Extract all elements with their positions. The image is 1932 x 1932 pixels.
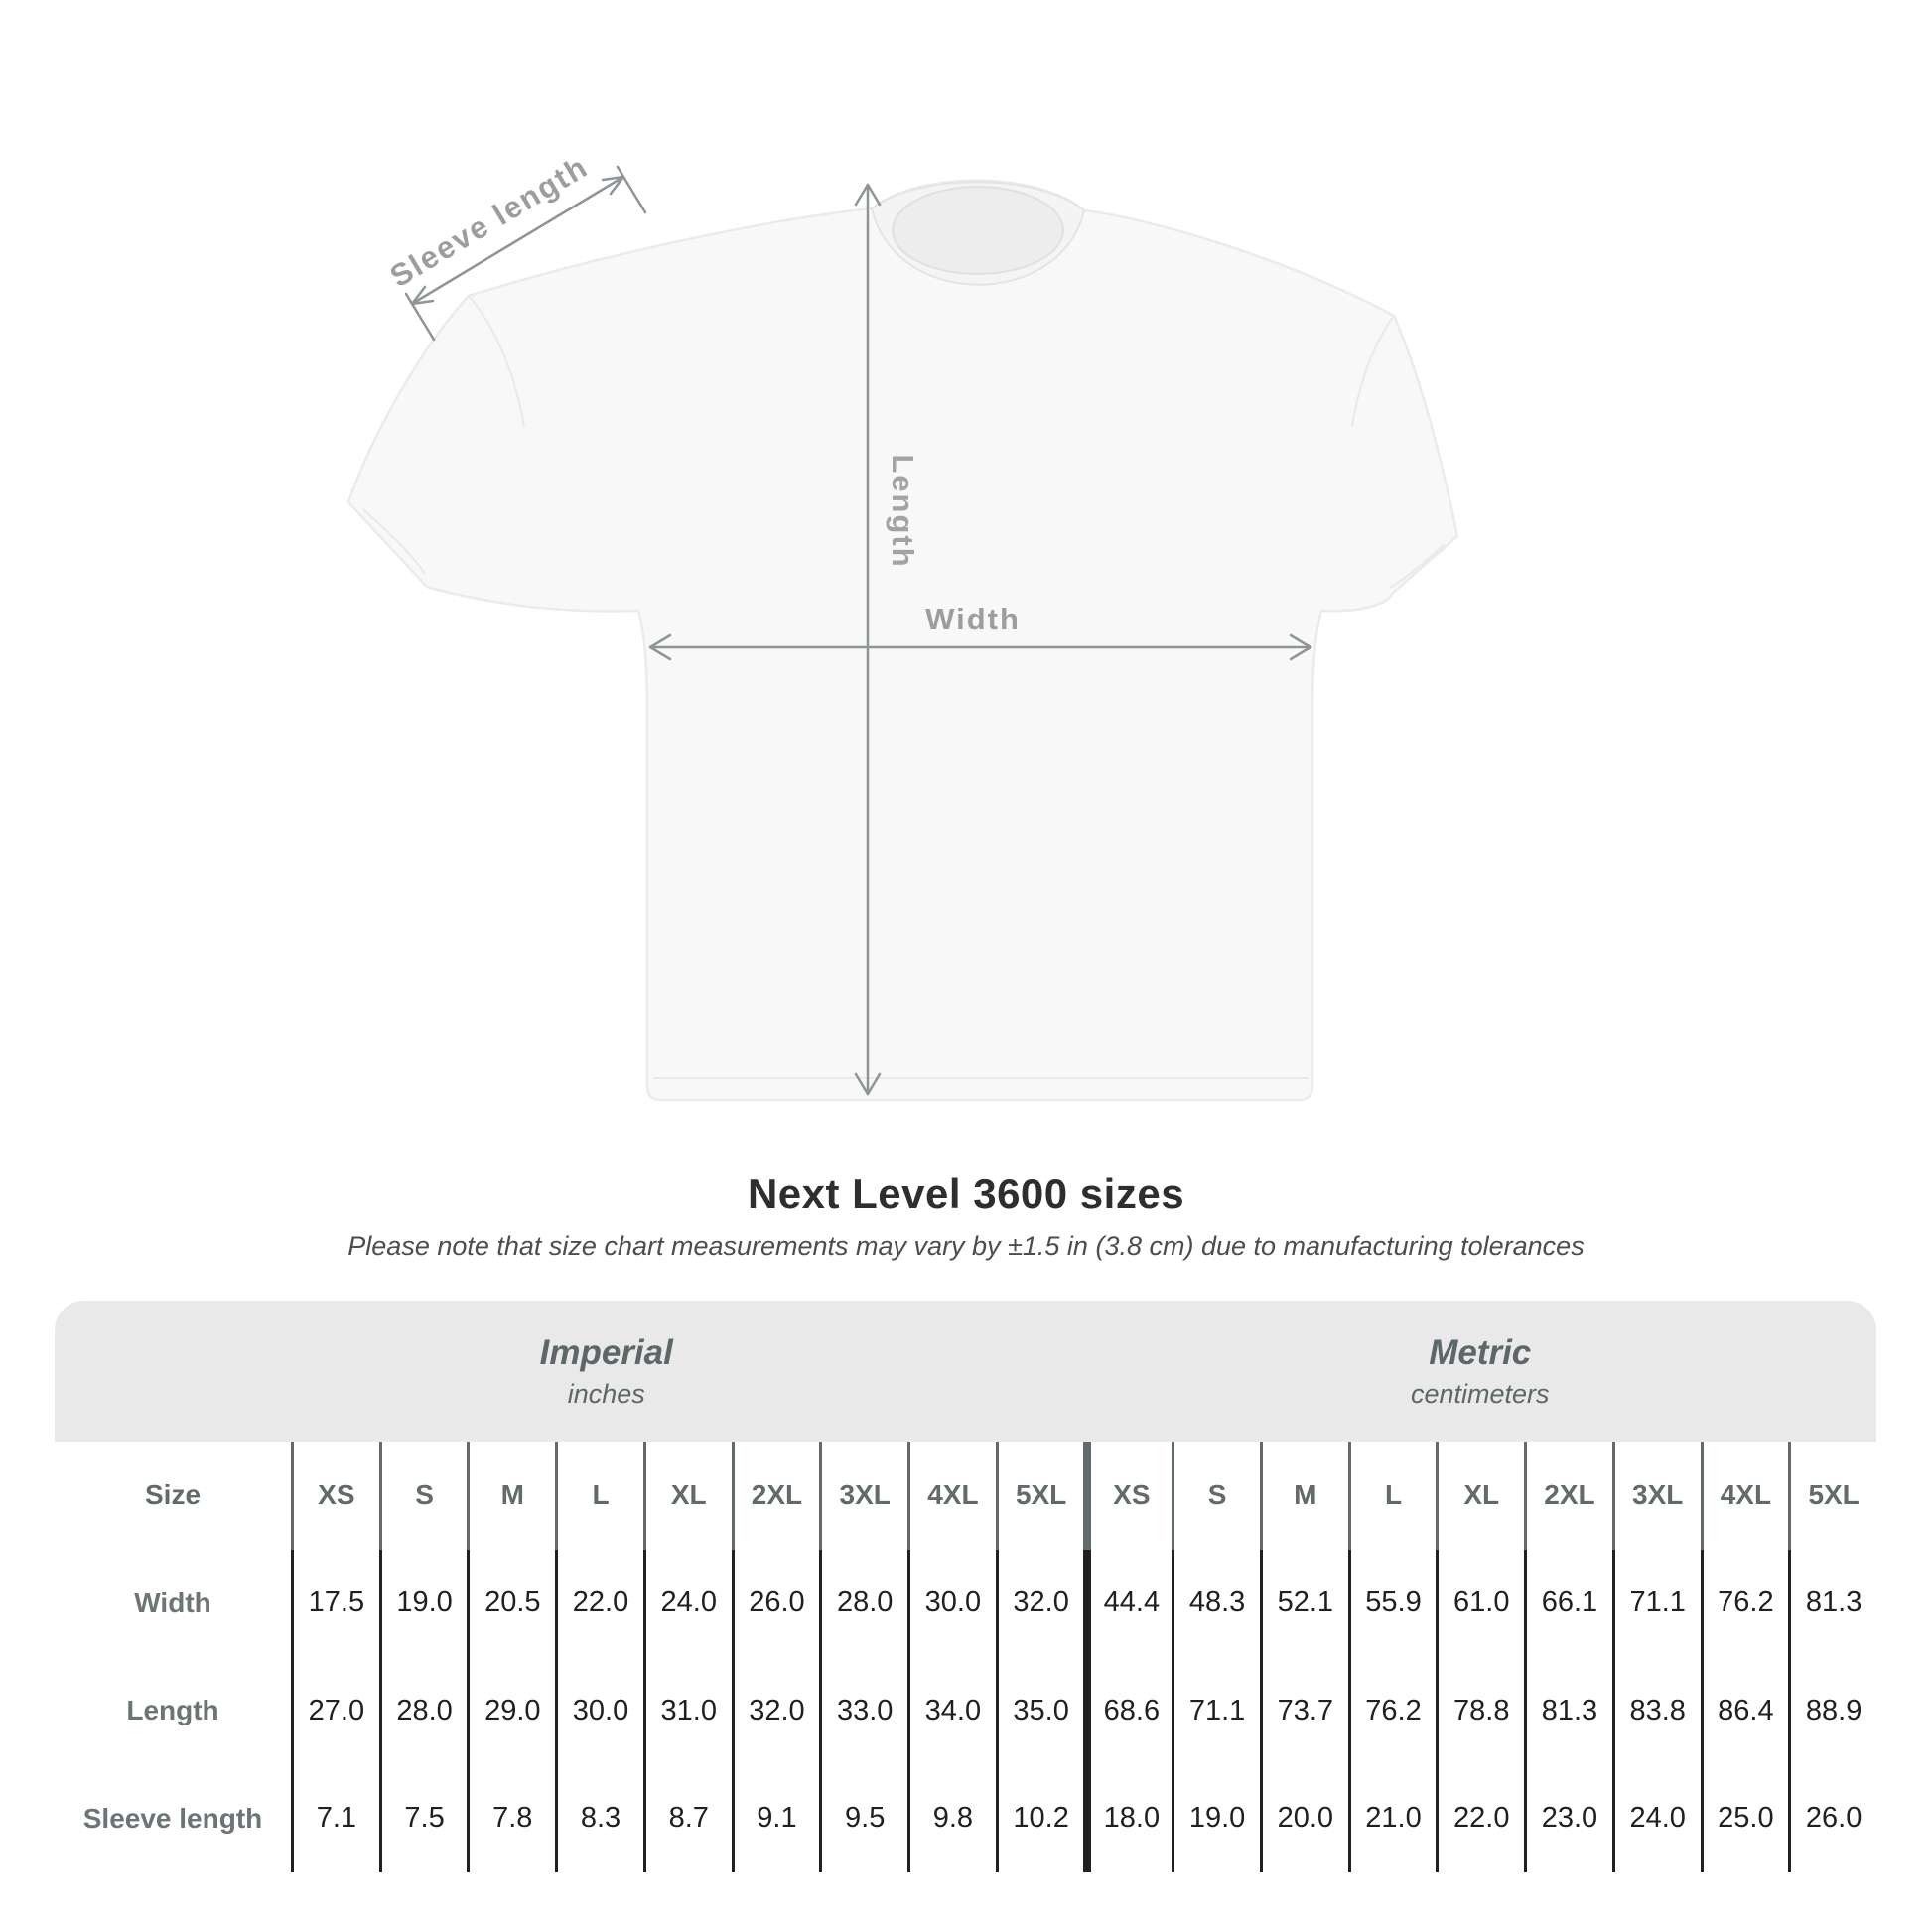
page-subtitle: Please note that size chart measurements… (347, 1231, 1585, 1261)
size-col-header: XS (1083, 1442, 1172, 1550)
sleeve-length-cell: 9.5 (819, 1764, 907, 1872)
length-cell: 68.6 (1083, 1657, 1172, 1765)
width-cell: 71.1 (1611, 1549, 1701, 1657)
size-col-header: 5XL (1788, 1442, 1876, 1550)
sleeve-length-cell: 24.0 (1611, 1764, 1701, 1872)
width-cell: 19.0 (378, 1549, 468, 1657)
length-cell: 71.1 (1172, 1657, 1260, 1765)
width-cell: 17.5 (291, 1549, 379, 1657)
length-arrow (854, 183, 882, 1096)
size-col-header: S (1172, 1442, 1260, 1550)
size-col-header: 3XL (819, 1442, 907, 1550)
length-cell: 73.7 (1259, 1657, 1348, 1765)
heading-block: Next Level 3600 sizes Please note that s… (0, 1170, 1932, 1262)
length-cell: 81.3 (1524, 1657, 1612, 1765)
width-cell: 81.3 (1788, 1549, 1876, 1657)
size-col-header: XL (642, 1442, 732, 1550)
sleeve-length-cell: 7.1 (291, 1764, 379, 1872)
imperial-header: Imperial inches (55, 1301, 1084, 1442)
size-col-header: M (467, 1442, 555, 1550)
length-cell: 34.0 (907, 1657, 996, 1765)
sleeve-length-row-label: Sleeve length (82, 1802, 263, 1834)
sleeve-length-cell: 18.0 (1083, 1764, 1172, 1872)
length-cell: 83.8 (1611, 1657, 1701, 1765)
tshirt-body (346, 179, 1459, 1102)
width-label: Width (925, 602, 1021, 636)
tshirt-neck-opening (892, 186, 1064, 275)
size-chart-table: Imperial inches Metric centimeters Size X… (55, 1301, 1876, 1872)
sleeve-length-arrow (404, 165, 647, 342)
width-cell: 66.1 (1524, 1549, 1612, 1657)
size-col-header: 3XL (1611, 1442, 1701, 1550)
sleeve-length-cell: 21.0 (1347, 1764, 1437, 1872)
width-cell: 55.9 (1347, 1549, 1437, 1657)
sleeve-length-cell: 10.2 (995, 1764, 1084, 1872)
width-cell: 76.2 (1700, 1549, 1789, 1657)
length-cell: 76.2 (1347, 1657, 1437, 1765)
width-cell: 30.0 (907, 1549, 996, 1657)
sleeve-length-cell: 8.3 (555, 1764, 643, 1872)
tshirt-seams (362, 295, 1446, 1079)
width-cell: 48.3 (1172, 1549, 1260, 1657)
length-cell: 78.8 (1436, 1657, 1524, 1765)
size-col-header: 4XL (1700, 1442, 1789, 1550)
length-cell: 31.0 (642, 1657, 732, 1765)
length-cell: 30.0 (555, 1657, 643, 1765)
size-col-header: 4XL (907, 1442, 996, 1550)
sleeve-length-cell: 23.0 (1524, 1764, 1612, 1872)
metric-header: Metric centimeters (1083, 1301, 1876, 1442)
sleeve-length-cell: 9.8 (907, 1764, 996, 1872)
sleeve-length-cell: 8.7 (642, 1764, 732, 1872)
width-cell: 32.0 (995, 1549, 1084, 1657)
imperial-unit: inches (567, 1378, 645, 1409)
sleeve-length-cell: 26.0 (1788, 1764, 1876, 1872)
sleeve-length-cell: 20.0 (1259, 1764, 1348, 1872)
size-header-label: Size (144, 1479, 202, 1511)
width-cell: 26.0 (731, 1549, 820, 1657)
size-col-header: L (1347, 1442, 1437, 1550)
length-cell: 29.0 (467, 1657, 555, 1765)
length-cell: 35.0 (995, 1657, 1084, 1765)
size-col-header: M (1259, 1442, 1348, 1550)
width-row-label: Width (134, 1587, 211, 1618)
length-label: Length (886, 454, 920, 568)
width-cell: 44.4 (1083, 1549, 1172, 1657)
width-cell: 28.0 (819, 1549, 907, 1657)
length-cell: 27.0 (291, 1657, 379, 1765)
size-col-header: L (555, 1442, 643, 1550)
length-cell: 88.9 (1788, 1657, 1876, 1765)
width-cell: 22.0 (555, 1549, 643, 1657)
width-arrow (648, 633, 1312, 661)
width-cell: 52.1 (1259, 1549, 1348, 1657)
sleeve-length-cell: 25.0 (1700, 1764, 1789, 1872)
sleeve-length-cell: 9.1 (731, 1764, 820, 1872)
tshirt-diagram: Sleeve length Length Width (346, 149, 1459, 1102)
length-row-label: Length (126, 1695, 219, 1726)
size-col-header: S (378, 1442, 468, 1550)
size-col-header: 5XL (995, 1442, 1084, 1550)
sleeve-length-cell: 22.0 (1436, 1764, 1524, 1872)
size-col-header: XS (291, 1442, 379, 1550)
width-cell: 61.0 (1436, 1549, 1524, 1657)
page-title: Next Level 3600 sizes (747, 1171, 1185, 1217)
size-col-header: XL (1436, 1442, 1524, 1550)
width-cell: 20.5 (467, 1549, 555, 1657)
length-cell: 28.0 (378, 1657, 468, 1765)
sleeve-length-cell: 7.8 (467, 1764, 555, 1872)
length-cell: 33.0 (819, 1657, 907, 1765)
length-cell: 86.4 (1700, 1657, 1789, 1765)
length-cell: 32.0 (731, 1657, 820, 1765)
metric-title: Metric (1429, 1332, 1532, 1372)
size-col-header: 2XL (1524, 1442, 1612, 1550)
imperial-title: Imperial (539, 1332, 673, 1372)
sleeve-length-cell: 7.5 (378, 1764, 468, 1872)
sleeve-length-cell: 19.0 (1172, 1764, 1260, 1872)
metric-unit: centimeters (1410, 1378, 1550, 1409)
size-col-header: 2XL (731, 1442, 820, 1550)
width-cell: 24.0 (642, 1549, 732, 1657)
